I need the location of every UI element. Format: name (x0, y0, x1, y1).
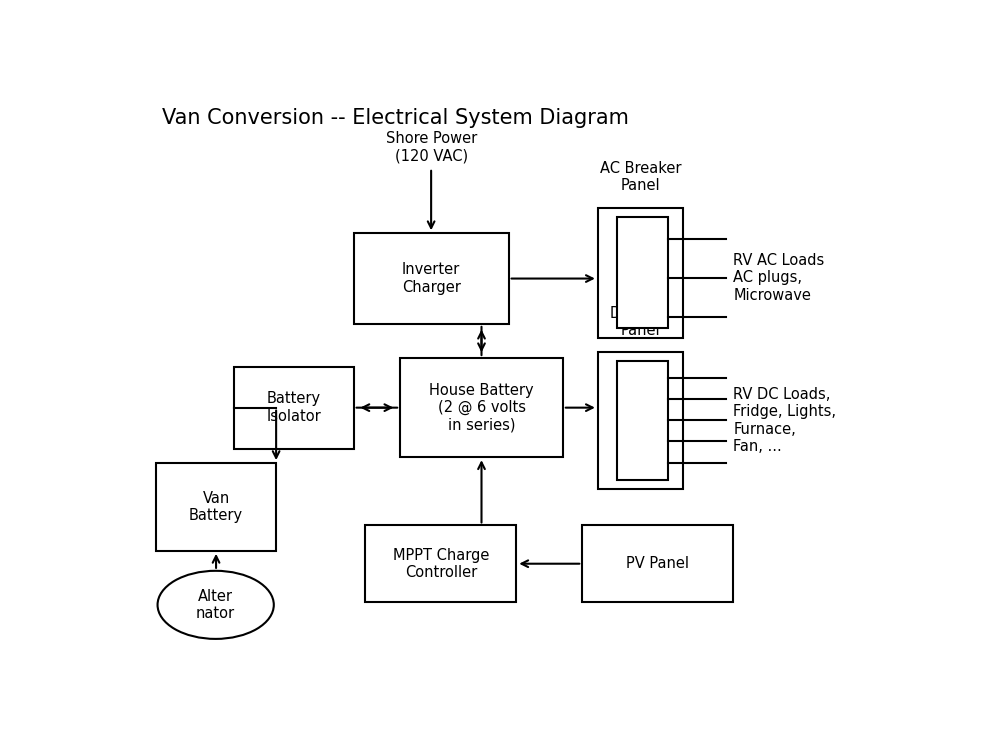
Ellipse shape (158, 571, 274, 639)
Text: MPPT Charge
Controller: MPPT Charge Controller (393, 548, 489, 580)
Bar (582, 525, 733, 602)
Bar (156, 463, 276, 551)
Bar (598, 352, 683, 489)
Text: Battery
Isolator: Battery Isolator (266, 391, 321, 424)
Text: Van
Battery: Van Battery (189, 491, 243, 523)
Text: RV AC Loads
AC plugs,
Microwave: RV AC Loads AC plugs, Microwave (733, 253, 825, 303)
Text: Alter
nator: Alter nator (196, 589, 235, 621)
Text: House Battery
(2 @ 6 volts
in series): House Battery (2 @ 6 volts in series) (429, 383, 534, 433)
Text: Shore Power
(120 VAC): Shore Power (120 VAC) (386, 131, 477, 164)
Text: AC Breaker
Panel: AC Breaker Panel (600, 161, 681, 193)
Bar (234, 366, 354, 449)
Bar (617, 361, 668, 480)
Bar (400, 358, 563, 457)
Text: Van Conversion -- Electrical System Diagram: Van Conversion -- Electrical System Diag… (162, 108, 629, 128)
Text: DC Fuse
Panel: DC Fuse Panel (610, 306, 670, 338)
Text: RV DC Loads,
Fridge, Lights,
Furnace,
Fan, ...: RV DC Loads, Fridge, Lights, Furnace, Fa… (733, 387, 836, 454)
Bar (354, 233, 509, 324)
Text: PV Panel: PV Panel (626, 556, 689, 571)
Bar (365, 525, 516, 602)
Bar (617, 217, 668, 328)
Text: Inverter
Charger: Inverter Charger (402, 262, 461, 295)
Bar (598, 208, 683, 338)
